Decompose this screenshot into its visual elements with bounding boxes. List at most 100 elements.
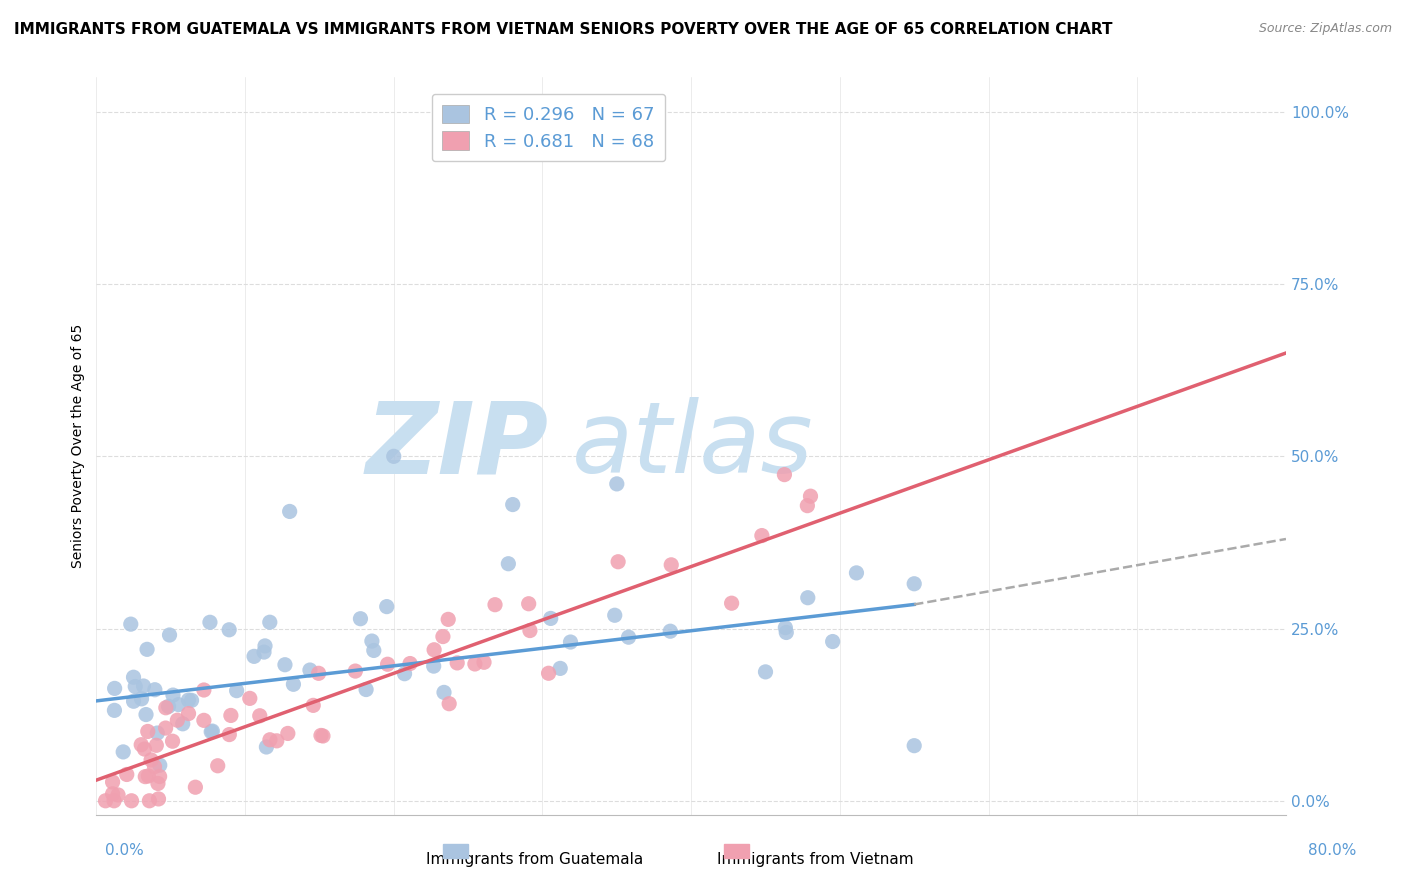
Point [120, 617, 142, 632]
Point [433, 685, 456, 699]
Point [131, 691, 153, 706]
Point [104, 681, 127, 696]
Point [122, 694, 145, 708]
Point [720, 596, 742, 610]
Point [266, 734, 288, 748]
Point [344, 664, 367, 678]
Point [484, 598, 506, 612]
Text: Immigrants from Vietnam: Immigrants from Vietnam [717, 852, 914, 867]
Point [149, 769, 172, 783]
Point [382, 450, 405, 464]
Point [167, 698, 190, 712]
Point [799, 489, 821, 503]
Point [243, 649, 266, 664]
Point [472, 655, 495, 669]
Text: Source: ZipAtlas.com: Source: ZipAtlas.com [1258, 22, 1392, 36]
Point [132, 679, 155, 693]
Point [302, 698, 325, 713]
Point [177, 706, 200, 721]
Point [607, 555, 630, 569]
Point [162, 688, 184, 702]
Point [157, 699, 180, 714]
Point [617, 630, 640, 644]
Point [112, 745, 135, 759]
Point [184, 780, 207, 795]
Point [259, 732, 281, 747]
Point [193, 683, 215, 698]
Y-axis label: Seniors Poverty Over the Age of 65: Seniors Poverty Over the Age of 65 [72, 324, 86, 568]
Point [464, 657, 486, 671]
Point [537, 666, 560, 681]
Point [162, 734, 184, 748]
Point [134, 770, 156, 784]
Point [437, 697, 460, 711]
Point [121, 794, 143, 808]
Point [138, 769, 160, 783]
Point [548, 661, 571, 675]
Point [143, 682, 166, 697]
Point [773, 467, 796, 482]
Point [283, 677, 305, 691]
Point [122, 670, 145, 684]
Point [193, 714, 215, 728]
Point [603, 608, 626, 623]
Point [309, 728, 332, 742]
Point [363, 643, 385, 657]
Point [845, 566, 868, 580]
Point [103, 703, 125, 717]
Point [129, 738, 152, 752]
Point [155, 721, 177, 735]
Text: atlas: atlas [572, 398, 814, 494]
Point [198, 615, 221, 630]
Point [143, 759, 166, 773]
Point [166, 713, 188, 727]
Point [659, 558, 682, 572]
Point [349, 612, 371, 626]
Point [432, 630, 454, 644]
Point [298, 663, 321, 677]
Point [254, 739, 277, 754]
Point [148, 792, 170, 806]
Point [498, 557, 520, 571]
Point [219, 708, 242, 723]
Point [134, 742, 156, 756]
Point [207, 758, 229, 772]
Point [754, 665, 776, 679]
Text: 80.0%: 80.0% [1309, 843, 1357, 858]
Point [124, 680, 146, 694]
Point [103, 794, 125, 808]
Point [796, 499, 818, 513]
Point [146, 726, 169, 740]
Point [172, 716, 194, 731]
Point [225, 683, 247, 698]
Point [775, 625, 797, 640]
Point [308, 666, 330, 681]
Point [136, 642, 159, 657]
Point [502, 498, 524, 512]
Point [903, 739, 925, 753]
Point [201, 724, 224, 739]
Point [218, 623, 240, 637]
Point [903, 576, 925, 591]
Point [249, 708, 271, 723]
Legend: R = 0.296   N = 67, R = 0.681   N = 68: R = 0.296 N = 67, R = 0.681 N = 68 [432, 94, 665, 161]
Point [101, 775, 124, 789]
Point [115, 767, 138, 781]
Point [423, 642, 446, 657]
Point [155, 700, 177, 714]
Point [139, 753, 162, 767]
Text: IMMIGRANTS FROM GUATEMALA VS IMMIGRANTS FROM VIETNAM SENIORS POVERTY OVER THE AG: IMMIGRANTS FROM GUATEMALA VS IMMIGRANTS … [14, 22, 1112, 37]
Point [94, 794, 117, 808]
Point [200, 724, 222, 739]
Text: 0.0%: 0.0% [105, 843, 145, 858]
Point [354, 682, 377, 697]
Point [138, 794, 160, 808]
Point [519, 624, 541, 638]
Point [239, 691, 262, 706]
Point [540, 611, 562, 625]
Point [180, 693, 202, 707]
Point [377, 657, 399, 672]
Point [218, 728, 240, 742]
Point [399, 657, 422, 671]
Point [145, 739, 167, 753]
